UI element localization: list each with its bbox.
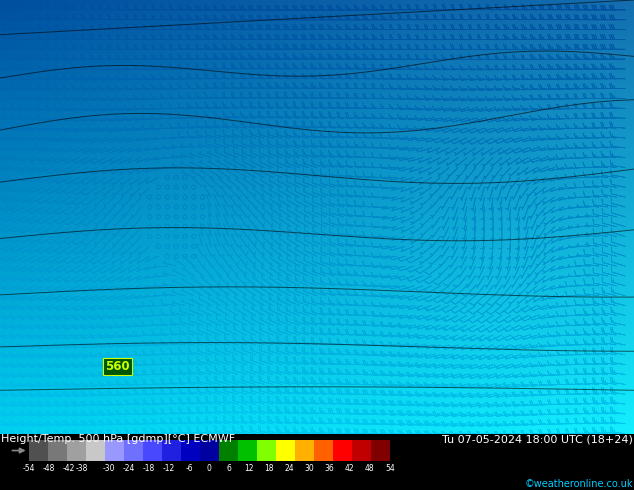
- Text: 24: 24: [285, 464, 294, 472]
- Bar: [181, 441, 200, 461]
- Text: Height/Temp. 500 hPa [gdmp][°C] ECMWF: Height/Temp. 500 hPa [gdmp][°C] ECMWF: [1, 434, 235, 444]
- Bar: [67, 441, 86, 461]
- Text: 48: 48: [365, 464, 375, 472]
- Text: 30: 30: [305, 464, 314, 472]
- Bar: [276, 441, 295, 461]
- Text: -24: -24: [123, 464, 135, 472]
- Text: -12: -12: [163, 464, 175, 472]
- Bar: [29, 441, 48, 461]
- Text: 0: 0: [207, 464, 212, 472]
- Text: -42: -42: [63, 464, 75, 472]
- Bar: [219, 441, 238, 461]
- Bar: [48, 441, 67, 461]
- Bar: [200, 441, 219, 461]
- Text: 42: 42: [345, 464, 354, 472]
- Bar: [314, 441, 333, 461]
- Bar: [371, 441, 390, 461]
- Text: -38: -38: [76, 464, 88, 472]
- Text: -48: -48: [42, 464, 55, 472]
- Text: 36: 36: [325, 464, 335, 472]
- Bar: [295, 441, 314, 461]
- Text: ©weatheronline.co.uk: ©weatheronline.co.uk: [525, 479, 633, 490]
- Text: -6: -6: [185, 464, 193, 472]
- Text: 560: 560: [105, 360, 129, 373]
- Bar: [333, 441, 352, 461]
- Text: -18: -18: [143, 464, 155, 472]
- Text: -54: -54: [22, 464, 35, 472]
- Text: Tu 07-05-2024 18:00 UTC (18+24): Tu 07-05-2024 18:00 UTC (18+24): [443, 434, 633, 444]
- Bar: [124, 441, 143, 461]
- Text: 12: 12: [245, 464, 254, 472]
- Bar: [162, 441, 181, 461]
- Bar: [257, 441, 276, 461]
- Bar: [143, 441, 162, 461]
- Text: -30: -30: [103, 464, 115, 472]
- Bar: [352, 441, 371, 461]
- Text: 54: 54: [385, 464, 395, 472]
- Bar: [105, 441, 124, 461]
- Text: 6: 6: [227, 464, 232, 472]
- Text: 18: 18: [265, 464, 274, 472]
- Bar: [238, 441, 257, 461]
- Bar: [86, 441, 105, 461]
